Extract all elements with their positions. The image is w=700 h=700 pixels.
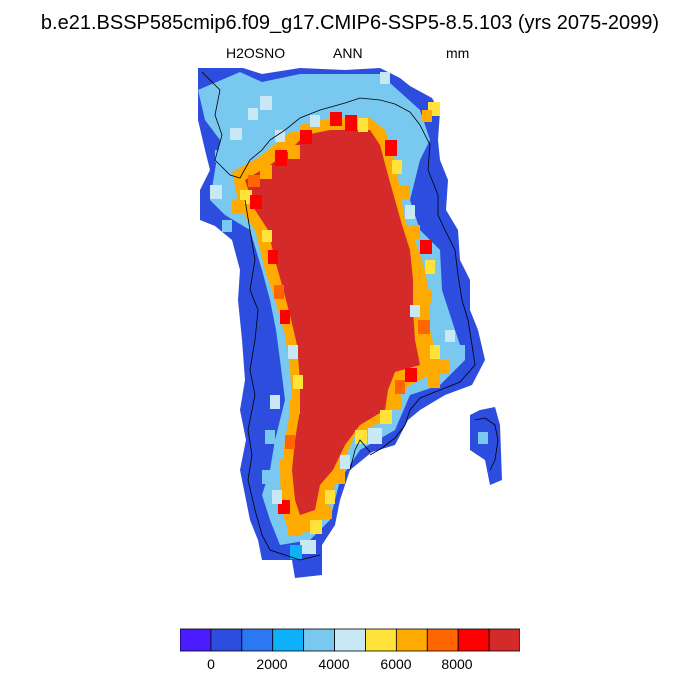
grid-cell (392, 395, 402, 409)
grid-cell (300, 130, 312, 144)
grid-cell (230, 128, 242, 140)
grid-cell (248, 175, 260, 187)
colorbar-swatch (457, 628, 490, 652)
grid-cell (280, 460, 292, 474)
grid-cell (285, 435, 295, 449)
grid-cell (320, 505, 332, 519)
grid-cell (262, 470, 272, 484)
colorbar-swatch (210, 628, 243, 652)
units-label: mm (446, 45, 470, 61)
grid-cell (380, 72, 390, 84)
grid-cell (410, 225, 420, 239)
grid-cell (272, 490, 282, 504)
grid-cell (232, 200, 244, 214)
grid-cell (260, 165, 272, 179)
grid-cell (260, 96, 272, 110)
grid-cell (395, 380, 405, 394)
colorbar-swatch (180, 628, 212, 652)
colorbar-tick-label: 6000 (380, 656, 412, 672)
grid-cell (425, 260, 435, 274)
grid-cell (325, 490, 335, 504)
grid-cell (420, 290, 432, 304)
grid-cell (437, 360, 449, 374)
colorbar (180, 628, 520, 652)
grid-cell (335, 470, 345, 484)
grid-cell (290, 400, 300, 414)
grid-cell (290, 120, 300, 132)
colorbar-swatch (365, 628, 397, 652)
map-title: b.e21.BSSP585cmip6.f09_g17.CMIP6-SSP5-8.… (40, 12, 660, 34)
colorbar-swatch (272, 628, 305, 652)
colorbar-swatch (303, 628, 335, 652)
grid-cell (250, 195, 262, 209)
colorbar-swatch (241, 628, 274, 652)
grid-cell (330, 112, 342, 126)
grid-cell (280, 310, 290, 324)
grid-cell (422, 110, 432, 122)
grid-cell (405, 205, 415, 219)
grid-cell (380, 410, 392, 424)
coastline-fjord (349, 439, 371, 471)
grid-cell (270, 395, 280, 409)
grid-cell (262, 230, 272, 242)
grid-cell (210, 185, 222, 199)
grid-cell (410, 305, 420, 317)
grid-cell (420, 240, 432, 254)
grid-cell (355, 430, 367, 444)
ice-sheet-interior (245, 130, 420, 515)
grid-cell (418, 320, 430, 334)
colorbar-tick-label: 8000 (441, 656, 473, 672)
grid-cell (215, 150, 227, 162)
grid-cell (222, 220, 232, 232)
colorbar-swatch (334, 628, 366, 652)
coastline-east (201, 71, 476, 456)
grid-cell (478, 432, 488, 444)
grid-cell (430, 345, 440, 359)
colorbar-swatch (426, 628, 459, 652)
grid-cell (345, 115, 357, 131)
grid-cell (275, 130, 285, 142)
grid-cell (340, 455, 350, 469)
period-label: ANN (333, 45, 363, 61)
grid-cell (368, 428, 382, 444)
colorbar-swatch (395, 628, 428, 652)
grid-cell (290, 545, 302, 559)
grid-cell (248, 108, 258, 120)
grid-cell (358, 118, 368, 132)
grid-cell (275, 150, 287, 166)
colorbar-tick-label: 4000 (318, 656, 350, 672)
grid-cell (385, 140, 397, 156)
grid-cell (274, 285, 284, 299)
grid-cell (400, 185, 410, 199)
grid-cell (428, 372, 440, 388)
colorbar-swatch (488, 628, 520, 652)
colorbar-tick-label: 0 (207, 656, 215, 672)
grid-cell (310, 520, 322, 534)
grid-cell (310, 115, 320, 127)
grid-cell (268, 250, 278, 264)
coastline-island (474, 417, 499, 471)
east-island (470, 407, 502, 485)
grid-cell (445, 330, 455, 342)
colorbar-tick-label: 2000 (256, 656, 288, 672)
grid-cell (288, 145, 300, 159)
grid-cell (392, 160, 402, 174)
grid-cell (300, 540, 316, 554)
grid-cell (288, 345, 298, 359)
grid-cell (405, 368, 417, 382)
grid-cell (265, 430, 275, 444)
grid-cell (293, 375, 303, 389)
grid-cell (288, 520, 302, 536)
coastline-west (244, 199, 321, 561)
variable-label: H2OSNO (226, 45, 286, 61)
grid-cell (455, 345, 465, 359)
